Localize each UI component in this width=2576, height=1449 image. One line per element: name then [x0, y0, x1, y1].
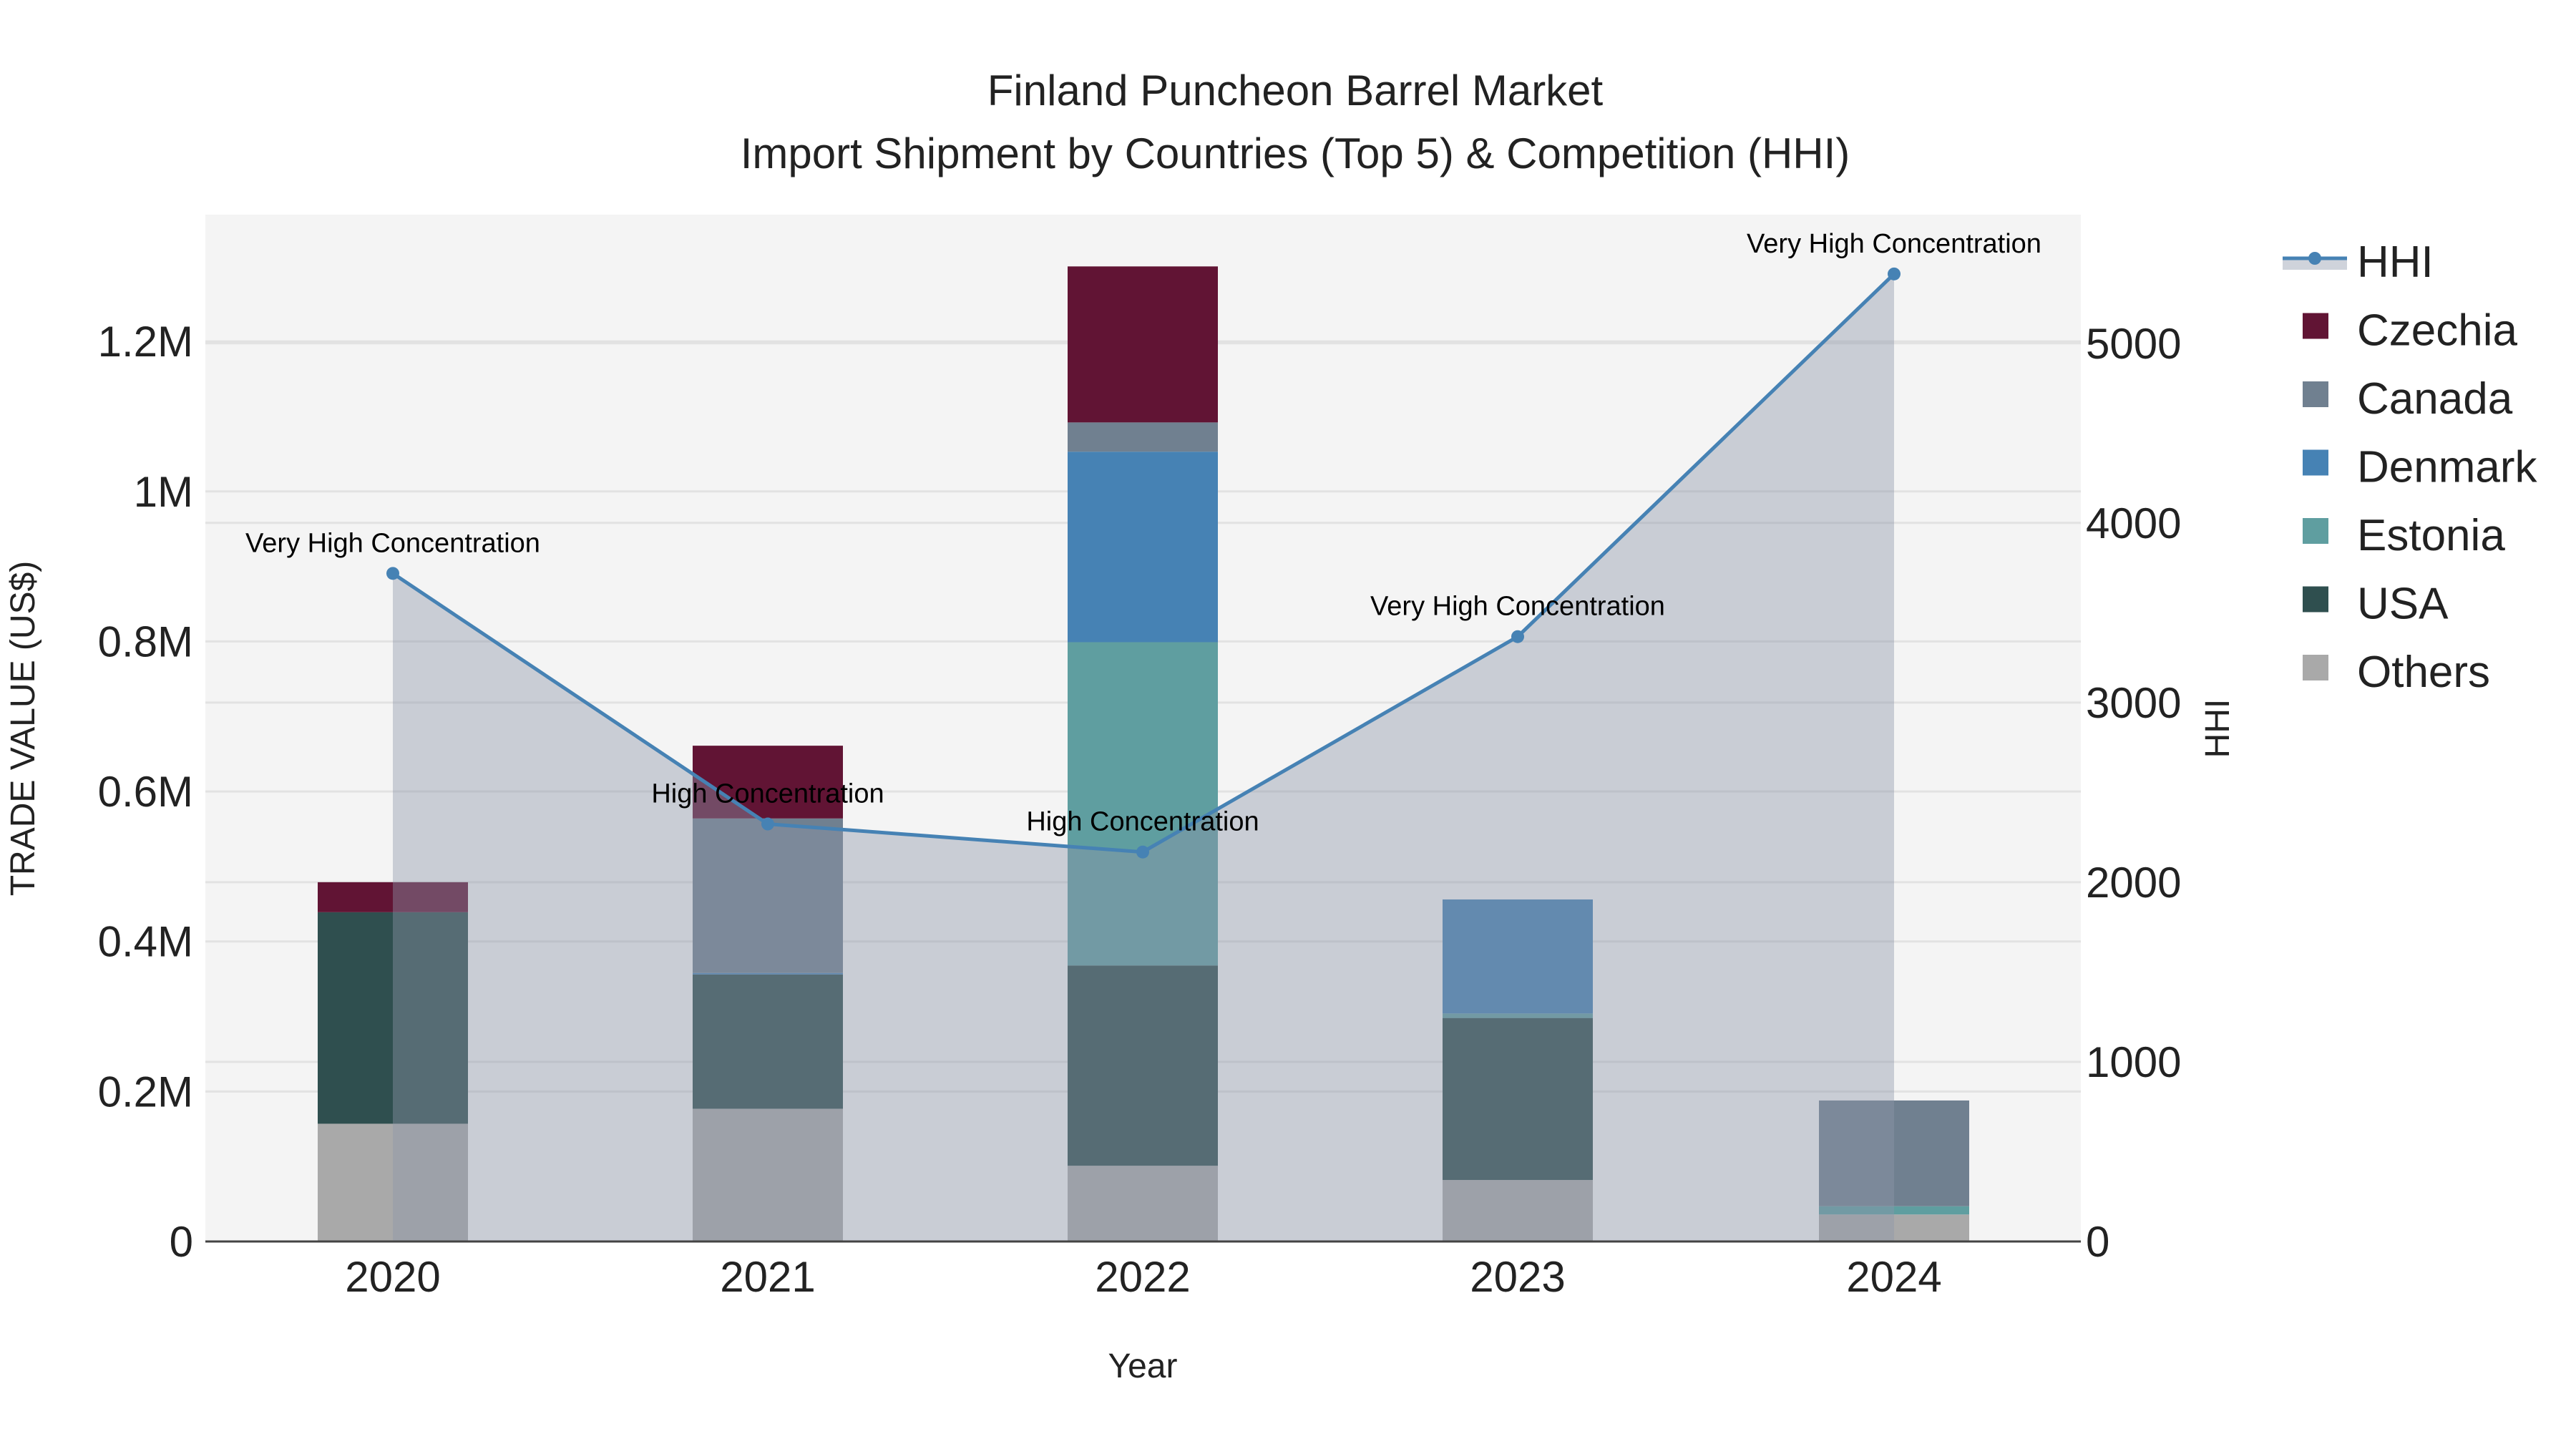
bar-usa-2022	[1068, 965, 1218, 1166]
legend-swatch	[2303, 586, 2328, 613]
bar-denmark-2021	[693, 972, 843, 975]
hhi-annotation: High Concentration	[651, 779, 884, 809]
bar-denmark-2023	[1443, 899, 1593, 1014]
bar-usa-2023	[1443, 1018, 1593, 1181]
legend-label: Canada	[2357, 374, 2513, 424]
legend: HHI Czechia Canada Denmark Estonia USA Others	[2283, 238, 2538, 697]
bar-others-2024	[1819, 1214, 1969, 1241]
bar-estonia-2024	[1819, 1206, 1969, 1215]
legend-label: Others	[2357, 648, 2490, 697]
x-tick-label: 2022	[1095, 1253, 1190, 1301]
legend-swatch	[2303, 381, 2328, 407]
bar-czechia-2021	[693, 746, 843, 819]
y-tick-label: 0.6M	[98, 768, 193, 816]
x-tick-label: 2021	[720, 1253, 815, 1301]
y2-tick-label: 5000	[2086, 320, 2181, 368]
legend-swatch	[2303, 449, 2328, 476]
bar-others-2023	[1443, 1180, 1593, 1241]
bar-others-2020	[318, 1123, 468, 1241]
legend-swatch	[2303, 518, 2328, 544]
legend-item-others: Others	[2303, 648, 2490, 697]
bar-others-2021	[693, 1108, 843, 1241]
legend-swatch	[2303, 313, 2328, 339]
hhi-point	[761, 817, 774, 831]
legend-item-denmark: Denmark	[2303, 443, 2538, 492]
legend-label: Czechia	[2357, 306, 2518, 356]
bar-others-2022	[1068, 1166, 1218, 1241]
x-tick-label: 2023	[1470, 1253, 1565, 1301]
hhi-annotation: Very High Concentration	[1747, 229, 2041, 259]
x-tick-label: 2024	[1846, 1253, 1941, 1301]
legend-item-usa: USA	[2303, 580, 2449, 629]
y-tick-label: 0.4M	[98, 918, 193, 966]
y-tick-label: 0	[170, 1218, 193, 1266]
bar-usa-2021	[693, 974, 843, 1109]
x-axis-title: Year	[1108, 1347, 1178, 1385]
bar-canada-2022	[1068, 422, 1218, 452]
y2-tick-label: 1000	[2086, 1038, 2181, 1086]
y2-tick-label: 2000	[2086, 859, 2181, 907]
hhi-point	[1888, 267, 1901, 280]
y2-tick-label: 0	[2086, 1218, 2109, 1266]
legend-label: Estonia	[2357, 511, 2505, 560]
legend-item-canada: Canada	[2303, 374, 2513, 424]
bar-canada-2021	[693, 818, 843, 973]
bar-czechia-2020	[318, 882, 468, 912]
legend-label: Denmark	[2357, 443, 2538, 492]
legend-label: USA	[2357, 580, 2449, 629]
hhi-point	[1511, 630, 1524, 643]
legend-marker	[2308, 252, 2321, 265]
bar-czechia-2022	[1068, 266, 1218, 423]
hhi-annotation: Very High Concentration	[1370, 592, 1665, 622]
x-tick-label: 2020	[345, 1253, 440, 1301]
bar-estonia-2022	[1068, 642, 1218, 966]
legend-item-hhi: HHI	[2283, 238, 2434, 287]
y2-tick-label: 3000	[2086, 679, 2181, 727]
y2-tick-label: 4000	[2086, 499, 2181, 547]
legend-label: HHI	[2357, 238, 2434, 287]
chart-subtitle: Import Shipment by Countries (Top 5) & C…	[741, 130, 1850, 177]
bar-denmark-2022	[1068, 452, 1218, 643]
bar-usa-2020	[318, 912, 468, 1124]
legend-item-czechia: Czechia	[2303, 306, 2518, 356]
y-tick-label: 0.2M	[98, 1068, 193, 1116]
legend-item-estonia: Estonia	[2303, 511, 2505, 560]
hhi-annotation: High Concentration	[1026, 807, 1259, 837]
legend-swatch	[2303, 655, 2328, 680]
y-axis-title: TRADE VALUE (US$)	[4, 561, 42, 897]
y2-axis-title: HHI	[2199, 699, 2237, 758]
bar-estonia-2023	[1443, 1013, 1593, 1018]
y-tick-label: 0.8M	[98, 618, 193, 665]
chart-title: Finland Puncheon Barrel Market	[987, 67, 1604, 114]
y-tick-label: 1M	[134, 468, 193, 516]
hhi-annotation: Very High Concentration	[245, 528, 540, 558]
y-tick-label: 1.2M	[98, 318, 193, 366]
hhi-area	[393, 273, 1894, 1241]
hhi-point	[386, 567, 399, 580]
hhi-point	[1136, 845, 1149, 859]
bar-canada-2024	[1819, 1100, 1969, 1206]
